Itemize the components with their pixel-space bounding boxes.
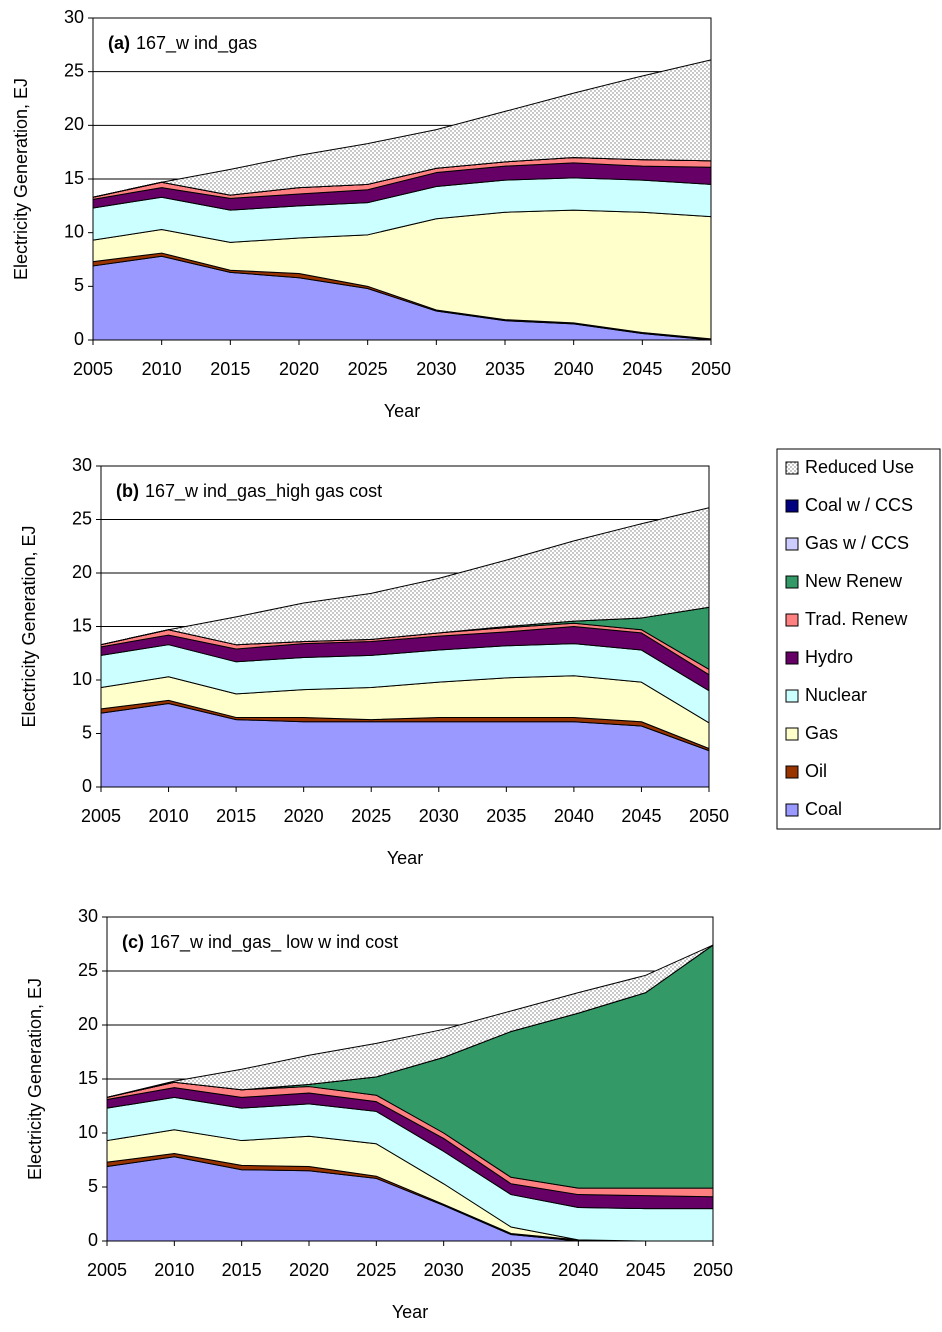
- legend-label: Coal: [805, 799, 842, 819]
- y-tick-label: 20: [72, 562, 92, 582]
- y-tick-label: 15: [64, 168, 84, 188]
- y-tick-label: 30: [78, 906, 98, 926]
- legend-swatch: [785, 727, 799, 741]
- y-tick-label: 5: [74, 275, 84, 295]
- x-tick-label: 2045: [622, 359, 662, 379]
- x-axis-label: Year: [387, 848, 423, 868]
- y-tick-label: 0: [82, 776, 92, 796]
- legend-label: Nuclear: [805, 685, 867, 705]
- legend-swatch: [785, 651, 799, 665]
- x-tick-label: 2005: [81, 806, 121, 826]
- x-tick-label: 2005: [73, 359, 113, 379]
- y-tick-label: 5: [88, 1176, 98, 1196]
- y-tick-label: 15: [72, 615, 92, 635]
- x-axis-label: Year: [392, 1302, 428, 1322]
- panel-label: (c): [122, 932, 144, 952]
- y-tick-label: 5: [82, 722, 92, 742]
- chart-title: (c) 167_w ind_gas_ low w ind cost: [122, 932, 398, 953]
- y-axis-label: Electricity Generation, EJ: [25, 978, 45, 1180]
- y-tick-label: 15: [78, 1068, 98, 1088]
- x-tick-label: 2015: [222, 1260, 262, 1280]
- x-tick-label: 2050: [689, 806, 729, 826]
- x-tick-label: 2015: [216, 806, 256, 826]
- legend-label: Reduced Use: [805, 457, 914, 477]
- legend-swatch: [785, 803, 799, 817]
- x-tick-label: 2030: [424, 1260, 464, 1280]
- title-text: 167_w ind_gas_high gas cost: [145, 481, 382, 502]
- x-tick-label: 2050: [691, 359, 731, 379]
- x-tick-label: 2010: [154, 1260, 194, 1280]
- title-text: 167_w ind_gas: [136, 33, 257, 54]
- x-tick-label: 2020: [284, 806, 324, 826]
- legend-label: Hydro: [805, 647, 853, 667]
- x-axis-label: Year: [384, 401, 420, 421]
- y-tick-label: 30: [64, 7, 84, 27]
- y-tick-label: 25: [78, 960, 98, 980]
- title-text: 167_w ind_gas_ low w ind cost: [150, 932, 398, 953]
- x-tick-label: 2045: [621, 806, 661, 826]
- plot-border: [100, 465, 710, 788]
- x-tick-label: 2025: [351, 806, 391, 826]
- legend-box: [776, 448, 941, 830]
- x-tick-label: 2035: [485, 359, 525, 379]
- legend-swatch: [785, 537, 799, 551]
- legend-label: Coal w / CCS: [805, 495, 913, 515]
- x-tick-label: 2020: [279, 359, 319, 379]
- chart-title: (a) 167_w ind_gas: [108, 33, 257, 54]
- y-tick-label: 30: [72, 455, 92, 475]
- legend-swatch: [785, 613, 799, 627]
- x-tick-label: 2040: [554, 806, 594, 826]
- x-tick-label: 2010: [149, 806, 189, 826]
- y-axis-label: Electricity Generation, EJ: [11, 78, 31, 280]
- legend-label: Trad. Renew: [805, 609, 908, 629]
- y-tick-label: 0: [74, 329, 84, 349]
- x-tick-label: 2030: [419, 806, 459, 826]
- y-tick-label: 10: [72, 669, 92, 689]
- x-tick-label: 2040: [554, 359, 594, 379]
- legend-swatch: [785, 689, 799, 703]
- legend-label: Oil: [805, 761, 827, 781]
- x-tick-label: 2050: [693, 1260, 733, 1280]
- panel-label: (b): [116, 481, 139, 501]
- plot-border: [106, 916, 714, 1242]
- legend-swatch: [785, 765, 799, 779]
- x-tick-label: 2015: [210, 359, 250, 379]
- y-tick-label: 10: [64, 221, 84, 241]
- x-tick-label: 2040: [558, 1260, 598, 1280]
- legend-swatch: [785, 499, 799, 513]
- legend-swatch: [785, 575, 799, 589]
- legend-label: New Renew: [805, 571, 903, 591]
- legend-label: Gas: [805, 723, 838, 743]
- x-tick-label: 2020: [289, 1260, 329, 1280]
- panel-label: (a): [108, 33, 130, 53]
- x-tick-label: 2025: [356, 1260, 396, 1280]
- x-tick-label: 2035: [491, 1260, 531, 1280]
- chart-title: (b) 167_w ind_gas_high gas cost: [116, 481, 382, 502]
- y-tick-label: 25: [72, 508, 92, 528]
- legend-label: Gas w / CCS: [805, 533, 909, 553]
- y-tick-label: 10: [78, 1122, 98, 1142]
- x-tick-label: 2030: [416, 359, 456, 379]
- x-tick-label: 2035: [486, 806, 526, 826]
- x-tick-label: 2005: [87, 1260, 127, 1280]
- y-tick-label: 20: [78, 1014, 98, 1034]
- plot-border: [92, 17, 712, 341]
- y-tick-label: 25: [64, 60, 84, 80]
- y-tick-label: 20: [64, 114, 84, 134]
- y-tick-label: 0: [88, 1230, 98, 1250]
- legend-swatch: [785, 461, 799, 475]
- y-axis-label: Electricity Generation, EJ: [19, 525, 39, 727]
- x-tick-label: 2025: [348, 359, 388, 379]
- x-tick-label: 2010: [142, 359, 182, 379]
- x-tick-label: 2045: [626, 1260, 666, 1280]
